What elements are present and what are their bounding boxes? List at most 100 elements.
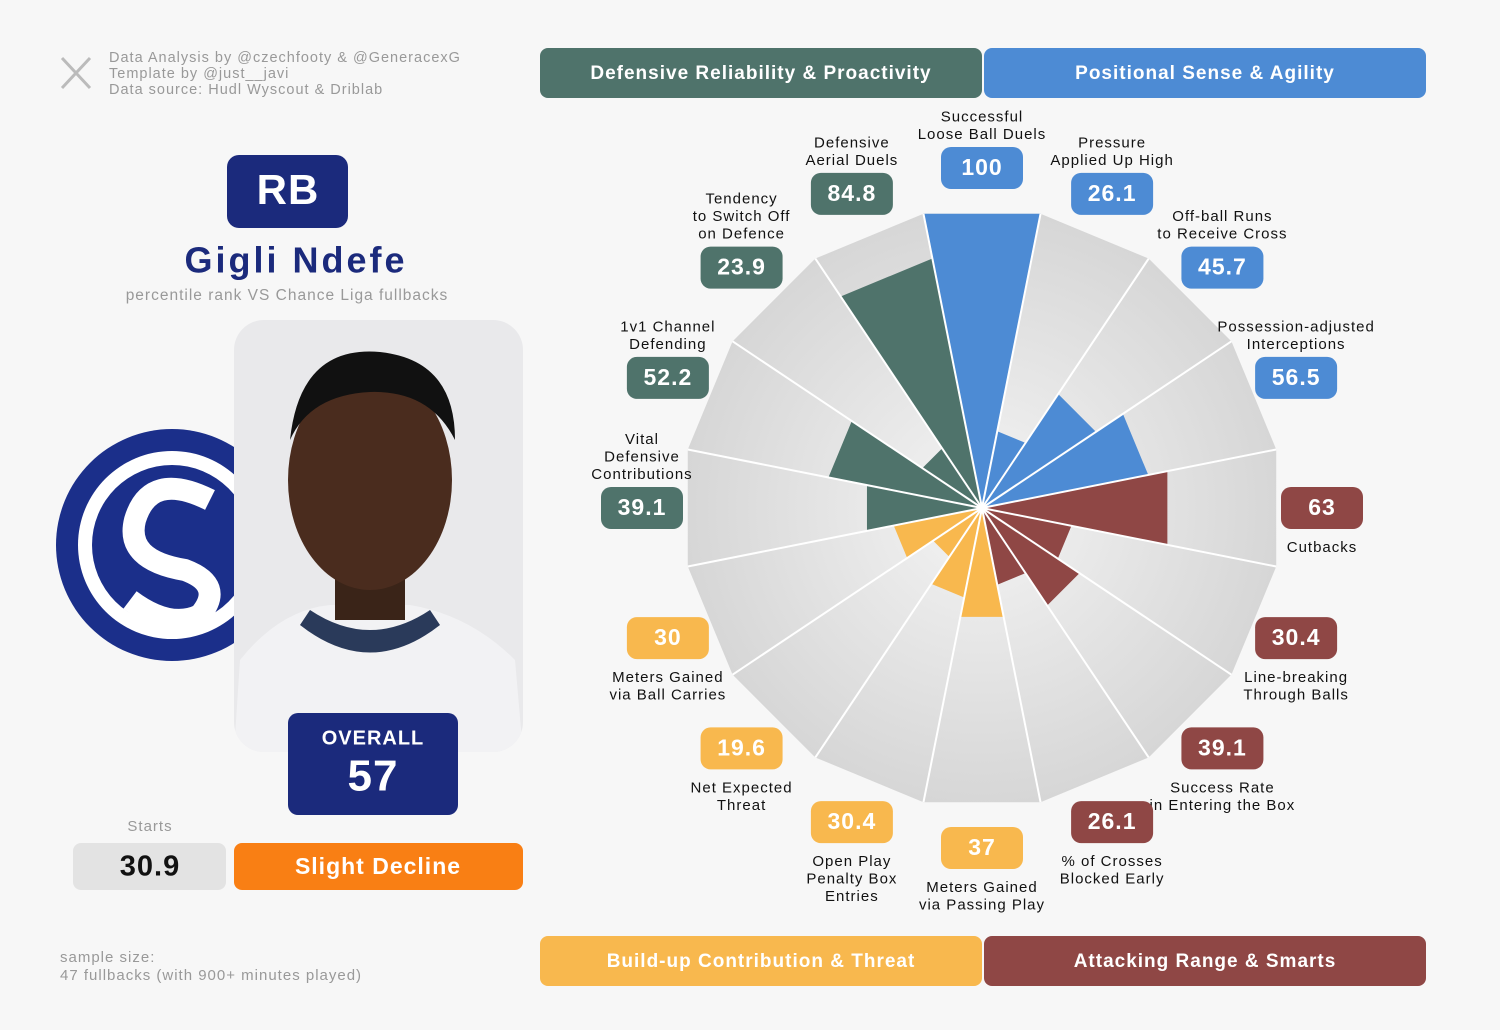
group-banner [540, 48, 982, 98]
category-label: Applied Up High [1050, 152, 1173, 169]
group-name: Defensive Reliability & Proactivity [590, 63, 931, 84]
category-label: Tendency [705, 191, 777, 208]
value-box [1255, 617, 1338, 660]
value-box [1281, 487, 1363, 529]
spoke [981, 507, 1150, 758]
spoke [922, 213, 983, 509]
value-box [1071, 801, 1154, 844]
starts-box [73, 843, 226, 890]
starts-label: Starts [127, 818, 172, 835]
slice [828, 420, 982, 508]
credit-line: Template by @just__javi [109, 66, 289, 82]
value-label: 30 [654, 624, 682, 650]
category-label: Defending [629, 336, 706, 353]
spoke [981, 213, 1042, 509]
category-label: Meters Gained [612, 669, 723, 686]
slice [866, 485, 982, 531]
value-box [1181, 246, 1264, 289]
credit-line: Data Analysis by @czechfooty & @Generace… [109, 50, 461, 66]
trend-box [234, 843, 523, 890]
value-label: 19.6 [717, 734, 766, 760]
category-label: 1v1 Channel [620, 318, 715, 335]
value-label: 52.2 [643, 364, 692, 390]
value-label: 56.5 [1272, 364, 1321, 390]
sample-size-line: 47 fullbacks (with 900+ minutes played) [60, 967, 362, 984]
slice [923, 213, 1041, 509]
value-box [626, 356, 709, 399]
value-box [700, 246, 783, 289]
value-box [810, 172, 893, 215]
group-name: Attacking Range & Smarts [1074, 951, 1337, 972]
slice [922, 448, 982, 508]
value-box [810, 801, 893, 844]
group-name: Build-up Contribution & Threat [607, 951, 916, 972]
slice [840, 258, 982, 508]
club-logo [56, 429, 288, 661]
spoke [981, 507, 1042, 803]
category-label: Defensive [814, 134, 890, 151]
category-label: Entries [825, 888, 879, 905]
value-label: 30.4 [828, 808, 877, 834]
slice [982, 431, 1026, 508]
spoke [687, 507, 983, 568]
category-label: Interceptions [1247, 336, 1346, 353]
category-label: Blocked Early [1060, 871, 1165, 888]
slice [931, 508, 982, 598]
category-label: Success Rate [1170, 779, 1275, 796]
slice [893, 508, 982, 559]
credit-line: Data source: Hudl Wyscout & Driblab [109, 82, 383, 98]
slice [933, 508, 982, 557]
value-box [1255, 356, 1338, 399]
value-box [601, 487, 683, 529]
slice [982, 508, 1026, 585]
spoke [814, 507, 983, 758]
value-label: 23.9 [717, 254, 766, 280]
category-label: Through Balls [1243, 687, 1349, 704]
value-label: 39.1 [1198, 734, 1247, 760]
group-name: Positional Sense & Agility [1075, 63, 1335, 84]
value-label: 37 [968, 834, 996, 860]
spoke [732, 507, 983, 676]
category-label: Pressure [1078, 134, 1146, 151]
category-label: Net Expected [691, 779, 793, 796]
position-badge [227, 155, 348, 228]
category-label: in Entering the Box [1150, 797, 1296, 814]
spoke [687, 448, 983, 509]
value-label: 84.8 [828, 180, 877, 206]
position: RB [257, 166, 320, 213]
slice [982, 413, 1149, 508]
category-label: Off-ball Runs [1172, 208, 1272, 225]
value-label: 39.1 [618, 494, 667, 520]
value-label: 30.4 [1272, 624, 1321, 650]
trend: Slight Decline [295, 853, 461, 879]
player-name: Gigli Ndefe [184, 240, 407, 281]
spoke [981, 448, 1277, 509]
value-label: 63 [1308, 494, 1336, 520]
subtitle: percentile rank VS Chance Liga fullbacks [126, 287, 449, 304]
category-label: via Passing Play [919, 896, 1045, 913]
value-box [700, 727, 783, 770]
value-box [1181, 727, 1264, 770]
category-label: Possession-adjusted [1217, 318, 1374, 335]
spoke [981, 507, 1277, 568]
slice [982, 508, 1072, 559]
category-label: Penalty Box [806, 871, 897, 888]
category-label: to Switch Off [693, 208, 791, 225]
value-label: 100 [961, 154, 1002, 180]
category-label: via Ball Carries [609, 687, 726, 704]
starts-value: 30.9 [120, 851, 180, 883]
group-banner [984, 48, 1426, 98]
pizza-chart: Defensive Reliability & Proactivity Posit… [540, 48, 1426, 986]
group-banner [540, 936, 982, 986]
value-box [626, 617, 709, 660]
category-label: Contributions [591, 466, 692, 483]
overall-value: 57 [348, 752, 399, 801]
category-label: Defensive [604, 448, 680, 465]
spoke [814, 258, 983, 509]
category-label: % of Crosses [1062, 853, 1163, 870]
category-label: to Receive Cross [1157, 226, 1287, 243]
category-label: Loose Ball Duels [918, 126, 1047, 143]
spoke [732, 340, 983, 509]
group-banner [984, 936, 1426, 986]
